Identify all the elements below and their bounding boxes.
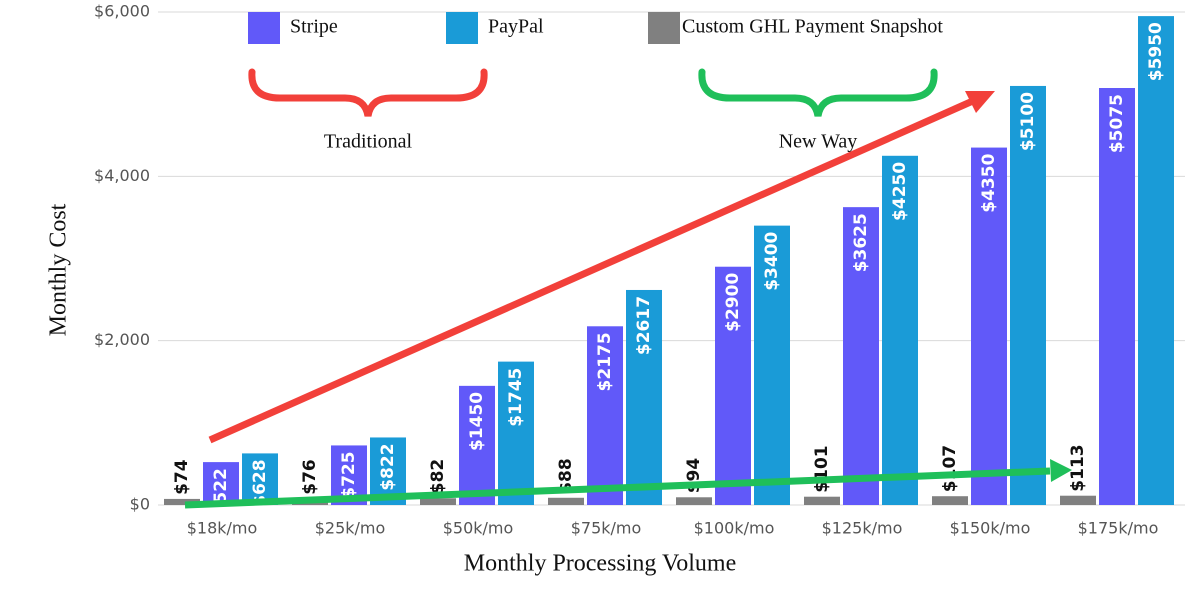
value-label: $2175	[595, 332, 615, 391]
bar	[676, 497, 712, 505]
value-label: $82	[428, 459, 448, 495]
value-label: $4250	[890, 162, 910, 221]
bar	[971, 147, 1007, 505]
bar	[420, 498, 456, 505]
bar	[1010, 85, 1046, 505]
bar	[626, 289, 662, 505]
bar	[548, 497, 584, 505]
value-label: $107	[940, 445, 960, 492]
bar	[1060, 495, 1096, 505]
bar	[882, 155, 918, 505]
value-label: $1450	[467, 392, 487, 451]
value-label: $3400	[762, 231, 782, 290]
value-label: $522	[211, 468, 231, 515]
bar	[203, 462, 239, 505]
brace	[698, 68, 938, 117]
annotation: New Way	[779, 131, 858, 153]
x-tick-label: $100k/mo	[694, 519, 775, 538]
value-label: $113	[1068, 444, 1088, 491]
arrows	[184, 91, 1072, 509]
value-label: $5100	[1018, 92, 1038, 151]
value-label: $3625	[851, 213, 871, 272]
x-tick-label: $125k/mo	[822, 519, 903, 538]
bar	[932, 496, 968, 505]
bar	[164, 498, 200, 505]
x-axis-label: Monthly Processing Volume	[464, 551, 736, 577]
arrow	[184, 467, 1051, 509]
value-label: $2617	[634, 296, 654, 355]
x-tick-label: $150k/mo	[950, 519, 1031, 538]
value-label: $76	[300, 459, 320, 495]
bar	[242, 453, 278, 505]
bar	[1099, 88, 1135, 506]
x-tick-label: $75k/mo	[571, 519, 642, 538]
value-label: $725	[339, 451, 359, 498]
value-label: $88	[556, 458, 576, 494]
value-label: $74	[172, 459, 192, 495]
x-tick-label: $25k/mo	[315, 519, 386, 538]
value-label: $2900	[723, 273, 743, 332]
plot-area: $0 $2,000 $4,000 $6,000 Stripe PayPal Custom G…	[94, 2, 1185, 538]
legend-label: Stripe	[290, 16, 338, 38]
legend-label: Custom GHL Payment Snapshot	[682, 16, 943, 38]
value-label: $4350	[979, 153, 999, 212]
value-label: $822	[378, 443, 398, 490]
bar	[498, 361, 534, 505]
x-tick-label: $18k/mo	[187, 519, 258, 538]
arrowhead	[1050, 459, 1072, 482]
x-tick-label: $175k/mo	[1078, 519, 1159, 538]
bar	[754, 225, 790, 505]
legend-swatch	[446, 12, 478, 44]
y-axis-label: Monthly Cost	[46, 203, 72, 336]
value-label: $5075	[1107, 94, 1127, 153]
bar	[587, 326, 623, 505]
y-tick-label: $0	[130, 495, 150, 514]
y-tick-label: $2,000	[94, 330, 150, 349]
bar	[459, 385, 495, 505]
legend-swatch	[248, 12, 280, 44]
value-label: $5950	[1146, 22, 1166, 81]
value-label: $628	[250, 459, 270, 506]
value-label: $101	[812, 445, 832, 492]
bar	[804, 496, 840, 505]
brace	[248, 68, 488, 117]
bar	[843, 207, 879, 506]
bar	[715, 266, 751, 505]
y-tick-label: $6,000	[94, 2, 150, 21]
value-label: $1745	[506, 368, 526, 427]
y-tick-label: $4,000	[94, 166, 150, 185]
x-tick-label: $50k/mo	[443, 519, 514, 538]
legend-label: PayPal	[488, 16, 544, 38]
arrowhead	[965, 91, 995, 113]
arrow	[208, 96, 977, 444]
legend-swatch	[648, 12, 680, 44]
bar	[1138, 16, 1174, 505]
annotation: Traditional	[324, 131, 413, 153]
